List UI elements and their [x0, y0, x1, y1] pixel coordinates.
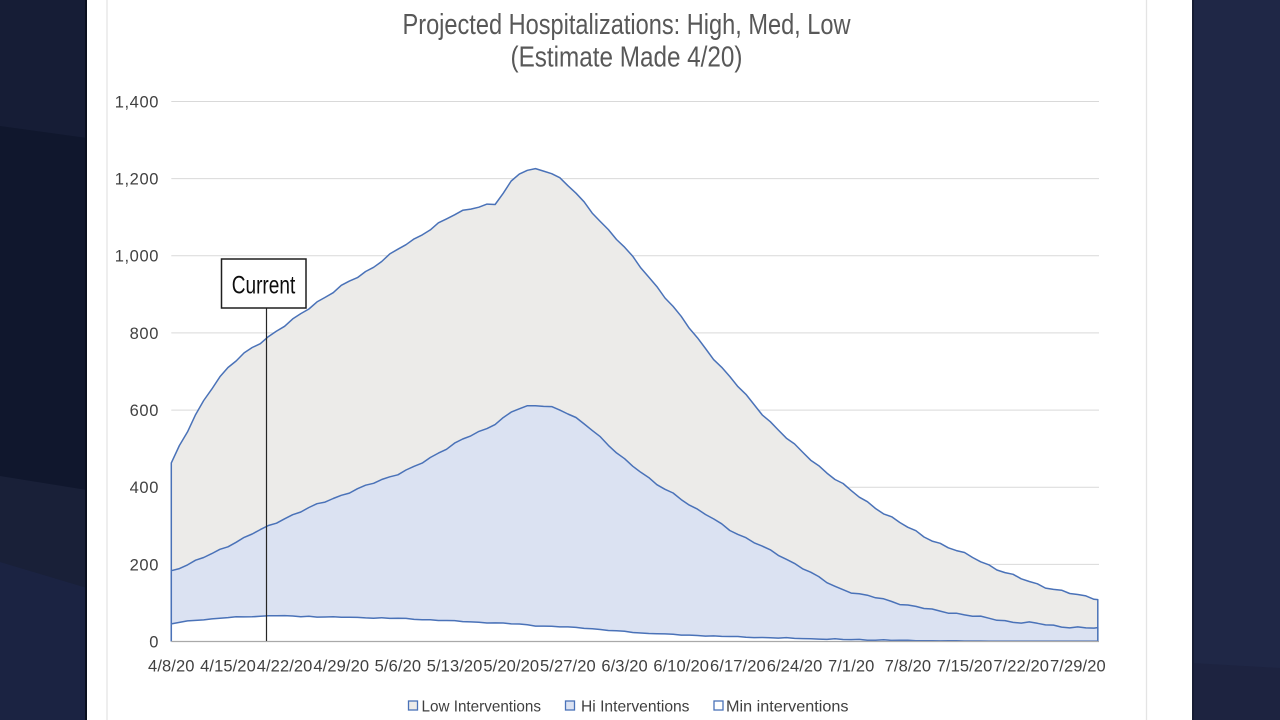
- svg-text:4/8/20: 4/8/20: [148, 658, 194, 676]
- svg-text:6/24/20: 6/24/20: [767, 658, 823, 676]
- svg-text:4/15/20: 4/15/20: [200, 658, 256, 676]
- svg-text:5/6/20: 5/6/20: [375, 658, 421, 676]
- svg-text:Projected Hospitalizations: Hi: Projected Hospitalizations: High, Med, L…: [403, 9, 851, 41]
- svg-text:Current: Current: [232, 272, 296, 300]
- svg-text:800: 800: [130, 325, 159, 343]
- svg-text:7/1/20: 7/1/20: [828, 658, 874, 676]
- svg-text:Low Interventions: Low Interventions: [422, 699, 542, 716]
- svg-text:5/27/20: 5/27/20: [540, 658, 596, 676]
- svg-text:6/10/20: 6/10/20: [653, 658, 709, 676]
- svg-text:Min interventions: Min interventions: [726, 699, 849, 716]
- svg-text:1,000: 1,000: [115, 248, 159, 266]
- svg-text:1,400: 1,400: [115, 93, 159, 111]
- svg-text:0: 0: [149, 633, 159, 651]
- svg-text:7/29/20: 7/29/20: [1050, 658, 1106, 676]
- svg-text:5/13/20: 5/13/20: [427, 658, 483, 676]
- svg-text:4/29/20: 4/29/20: [313, 658, 369, 676]
- svg-text:7/15/20: 7/15/20: [937, 658, 993, 676]
- svg-text:(Estimate Made 4/20): (Estimate Made 4/20): [511, 42, 743, 74]
- svg-text:4/22/20: 4/22/20: [257, 658, 313, 676]
- svg-text:400: 400: [130, 479, 159, 497]
- svg-text:600: 600: [130, 402, 159, 420]
- svg-text:Hi Interventions: Hi Interventions: [581, 699, 690, 716]
- svg-text:200: 200: [130, 556, 159, 574]
- svg-text:7/8/20: 7/8/20: [885, 658, 931, 676]
- svg-text:6/17/20: 6/17/20: [710, 658, 766, 676]
- svg-text:1,200: 1,200: [115, 171, 159, 189]
- svg-text:7/22/20: 7/22/20: [993, 658, 1049, 676]
- svg-text:6/3/20: 6/3/20: [601, 658, 647, 676]
- svg-text:5/20/20: 5/20/20: [483, 658, 539, 676]
